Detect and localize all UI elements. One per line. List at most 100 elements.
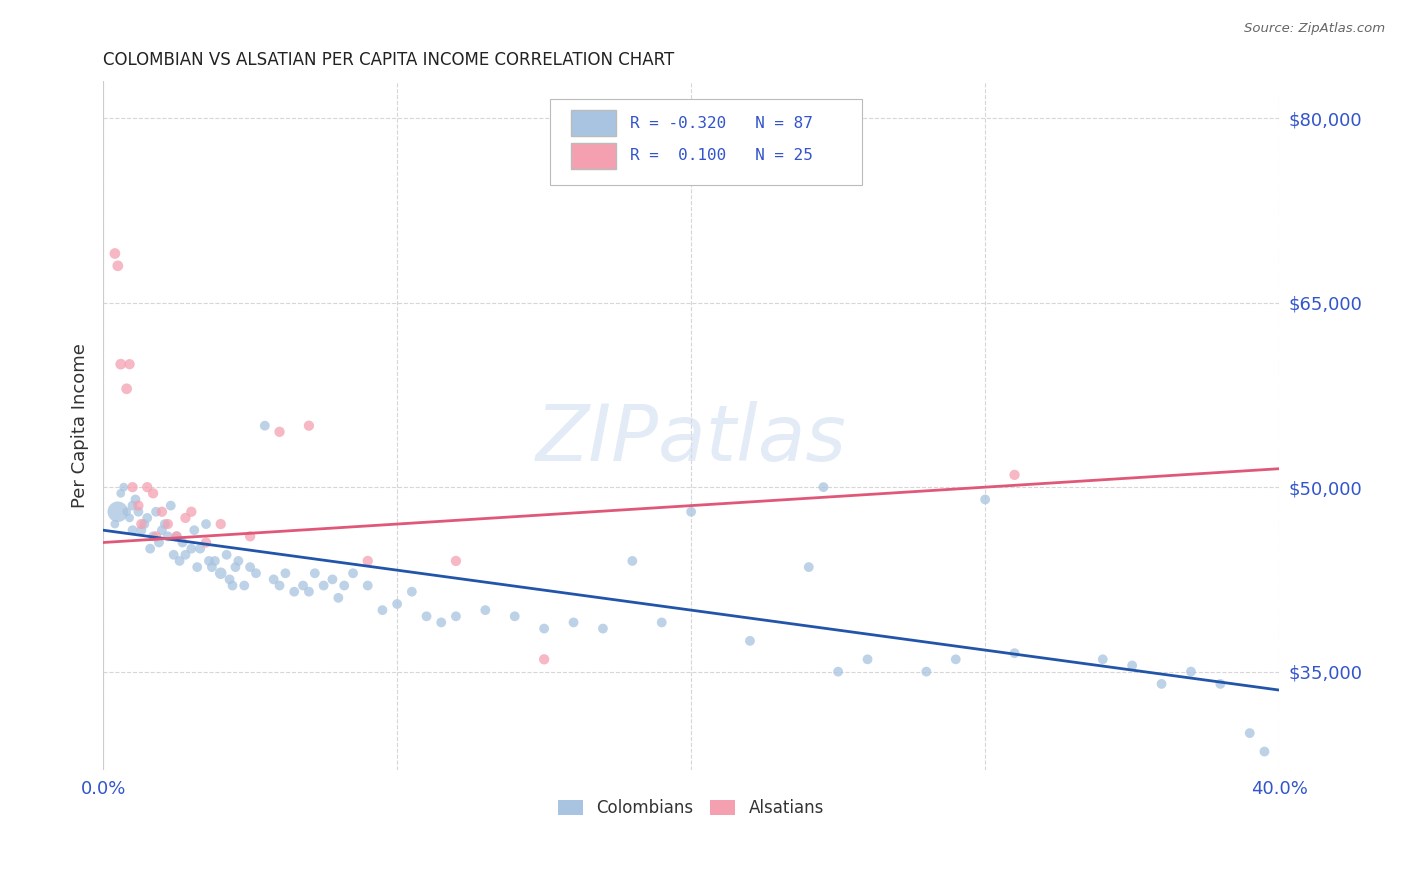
Point (104, 246, 127, 260)
Point (110, 357, 132, 371)
Point (621, 554, 644, 568)
Point (121, 480, 143, 494)
Point (974, 492, 997, 507)
Point (166, 529, 188, 543)
Point (136, 480, 159, 494)
Point (681, 505, 703, 519)
Point (328, 591, 350, 605)
Point (827, 665, 849, 679)
Point (139, 541, 162, 556)
Point (156, 517, 179, 532)
Text: R =  0.100   N = 25: R = 0.100 N = 25 (630, 148, 813, 163)
Point (107, 259, 129, 273)
Point (145, 505, 167, 519)
Point (136, 511, 159, 525)
Point (1180, 665, 1202, 679)
Point (159, 499, 181, 513)
Point (188, 541, 211, 556)
Point (121, 523, 143, 537)
Point (148, 535, 170, 549)
Point (1121, 658, 1143, 673)
Point (298, 418, 321, 433)
Point (245, 566, 267, 581)
Point (150, 505, 173, 519)
Point (738, 633, 761, 648)
Point (915, 665, 938, 679)
Point (121, 499, 143, 513)
Point (444, 609, 467, 624)
Point (474, 603, 496, 617)
Point (110, 486, 132, 500)
Point (239, 529, 262, 543)
Point (239, 560, 262, 574)
Point (127, 499, 149, 513)
Point (142, 486, 165, 500)
Text: ZIPatlas: ZIPatlas (536, 401, 846, 477)
Point (298, 584, 321, 599)
Y-axis label: Per Capita Income: Per Capita Income (72, 343, 89, 508)
Point (856, 652, 879, 666)
Point (430, 615, 453, 630)
Point (195, 517, 218, 532)
Point (797, 560, 820, 574)
Point (263, 573, 285, 587)
Point (1209, 677, 1232, 691)
Point (198, 554, 221, 568)
Point (209, 566, 232, 581)
Point (180, 505, 202, 519)
Point (592, 622, 614, 636)
Point (195, 535, 218, 549)
Point (304, 566, 326, 581)
Point (118, 511, 141, 525)
Point (224, 560, 246, 574)
Point (145, 529, 167, 543)
Point (321, 573, 343, 587)
Point (169, 554, 191, 568)
Point (174, 511, 197, 525)
Point (274, 566, 297, 581)
Point (150, 523, 173, 537)
Point (142, 529, 165, 543)
Point (503, 609, 526, 624)
Text: COLOMBIAN VS ALSATIAN PER CAPITA INCOME CORRELATION CHART: COLOMBIAN VS ALSATIAN PER CAPITA INCOME … (103, 51, 675, 69)
Point (180, 541, 202, 556)
Point (333, 578, 356, 592)
Point (172, 535, 194, 549)
Point (183, 523, 205, 537)
Point (107, 505, 129, 519)
Point (115, 505, 138, 519)
Point (1004, 646, 1026, 660)
Point (115, 382, 138, 396)
FancyBboxPatch shape (571, 143, 616, 169)
Point (186, 560, 208, 574)
Point (127, 505, 149, 519)
Point (651, 615, 673, 630)
Point (269, 425, 291, 439)
Point (1253, 745, 1275, 759)
Point (228, 554, 250, 568)
Point (201, 560, 224, 574)
Point (1150, 677, 1173, 691)
Point (134, 517, 156, 532)
Point (1004, 467, 1026, 482)
Point (342, 566, 364, 581)
Point (166, 529, 188, 543)
Point (1091, 652, 1114, 666)
Point (215, 548, 238, 562)
Point (312, 578, 335, 592)
Point (131, 523, 153, 537)
Point (401, 584, 423, 599)
Point (153, 517, 176, 532)
Point (385, 597, 408, 611)
Point (118, 357, 141, 371)
Point (269, 578, 291, 592)
Point (204, 554, 226, 568)
Point (174, 548, 197, 562)
Point (233, 578, 256, 592)
Point (357, 554, 380, 568)
Point (124, 492, 146, 507)
FancyBboxPatch shape (571, 111, 616, 136)
FancyBboxPatch shape (550, 98, 862, 185)
Point (209, 517, 232, 532)
Point (415, 609, 437, 624)
